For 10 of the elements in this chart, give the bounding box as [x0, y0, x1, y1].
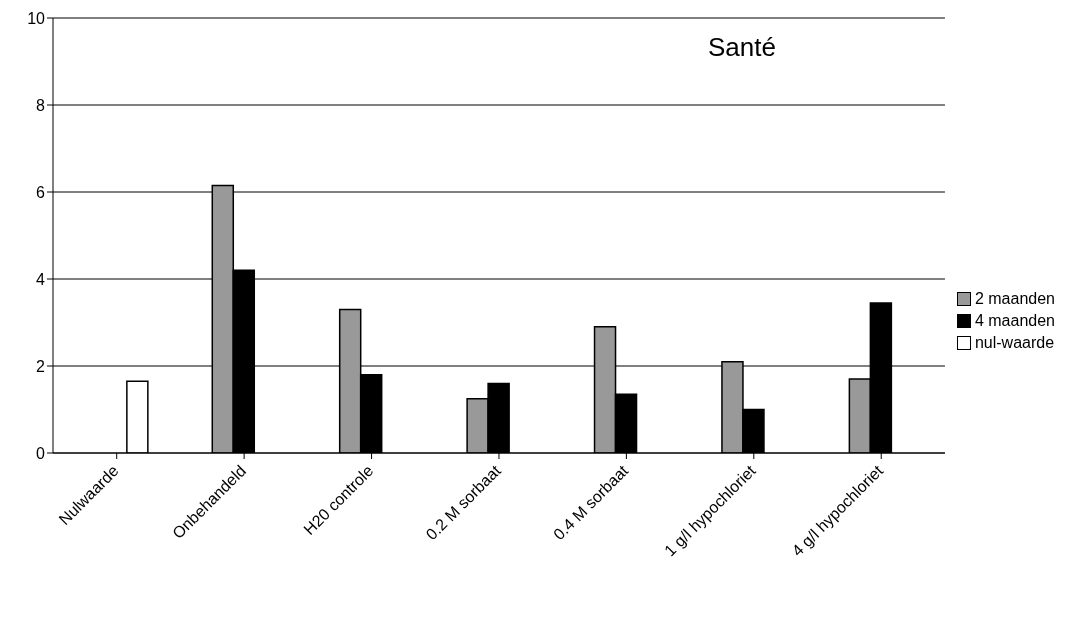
y-tick-label: 10	[27, 9, 46, 27]
legend-label: nul-waarde	[974, 333, 1055, 352]
y-tick-label: 6	[36, 183, 46, 201]
legend-label: 2 maanden	[974, 289, 1055, 308]
y-tick-label: 0	[36, 444, 46, 462]
y-tick-label: 4	[36, 270, 46, 288]
y-tick-label: 2	[36, 357, 46, 375]
y-tick-label: 8	[36, 96, 46, 114]
text: Santé	[708, 32, 776, 63]
legend-label: 4 maanden	[974, 311, 1055, 330]
